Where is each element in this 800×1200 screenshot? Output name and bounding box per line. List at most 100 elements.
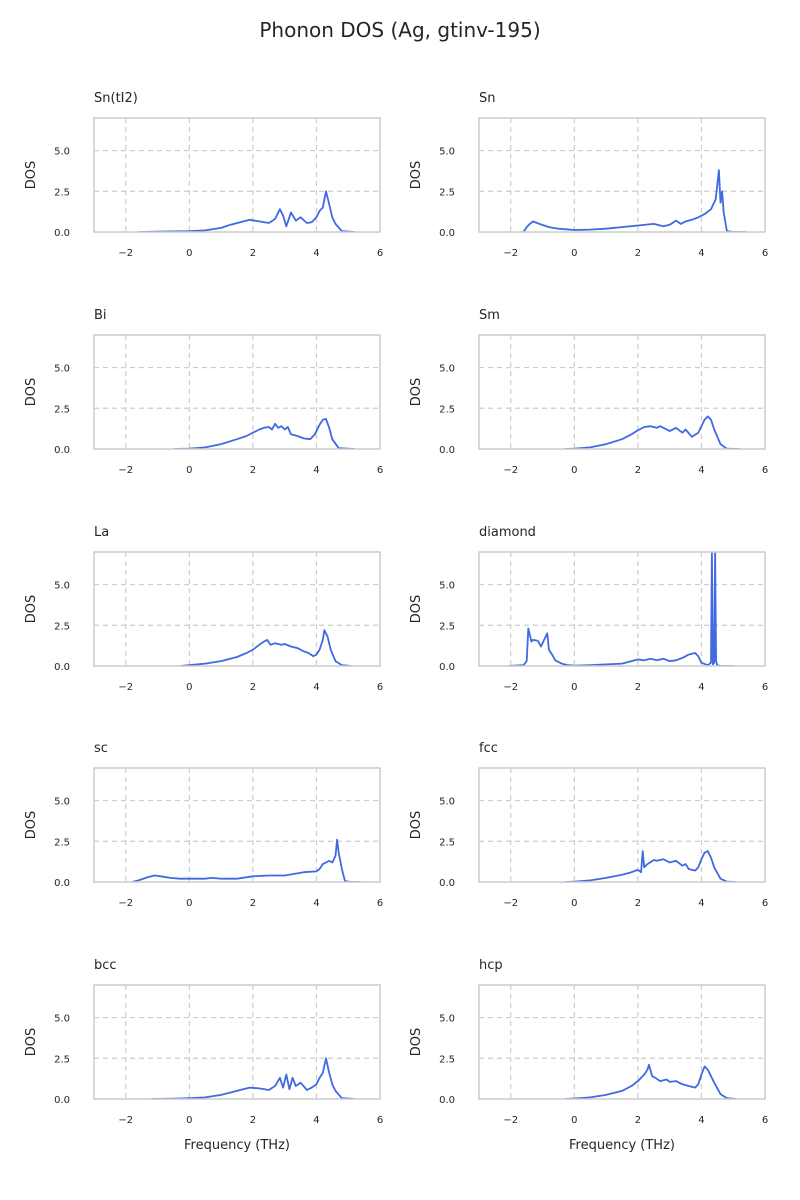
dos-series-line: [564, 850, 737, 882]
x-tick-label: −2: [503, 898, 518, 909]
panel-title: bcc: [94, 958, 117, 973]
x-tick-label: 6: [377, 682, 383, 693]
panel-frame: [93, 117, 381, 233]
x-tick-label: 0: [571, 682, 577, 693]
x-tick-label: 6: [762, 898, 768, 909]
x-tick-label: −2: [118, 465, 133, 476]
panel-1: Sn −2 0 2 4 6 0.0 2.5 5.0 DOS: [409, 91, 768, 259]
y-axis-label: DOS: [409, 1028, 424, 1057]
y-tick-label: 0.0: [54, 1095, 70, 1106]
x-tick-label: −2: [503, 682, 518, 693]
x-tick-label: 4: [698, 465, 704, 476]
y-tick-label: 5.0: [439, 797, 455, 808]
y-tick-label: 5.0: [439, 147, 455, 158]
y-tick-label: 2.5: [439, 837, 455, 848]
x-tick-label: 2: [635, 1115, 641, 1126]
y-tick-label: 2.5: [439, 187, 455, 198]
panel-title: sc: [94, 741, 108, 756]
dos-series-line: [564, 1063, 737, 1099]
panel-frame: [93, 767, 381, 883]
y-tick-label: 0.0: [439, 445, 455, 456]
x-tick-label: 4: [313, 465, 319, 476]
y-tick-label: 2.5: [439, 621, 455, 632]
figure-title: Phonon DOS (Ag, gtinv-195): [259, 18, 541, 42]
y-axis-label: DOS: [409, 161, 424, 190]
y-axis-label: DOS: [409, 811, 424, 840]
x-tick-label: 2: [250, 682, 256, 693]
y-axis-label: DOS: [24, 161, 39, 190]
panel-0: Sn(tI2) −2 0 2 4 6 0.0 2.5 5.0 DOS: [24, 91, 383, 259]
y-axis-label: DOS: [24, 811, 39, 840]
x-tick-label: 2: [250, 465, 256, 476]
y-tick-label: 2.5: [54, 404, 70, 415]
x-tick-label: −2: [118, 682, 133, 693]
y-tick-label: 0.0: [54, 878, 70, 889]
panel-title: diamond: [479, 525, 536, 540]
y-axis-label: DOS: [24, 378, 39, 407]
x-tick-label: 4: [698, 1115, 704, 1126]
y-tick-label: 0.0: [54, 662, 70, 673]
x-tick-label: 6: [762, 1115, 768, 1126]
panel-title: fcc: [479, 741, 498, 756]
panel-frame: [478, 984, 766, 1100]
x-tick-label: 0: [186, 248, 192, 259]
x-tick-label: 4: [698, 248, 704, 259]
y-tick-label: 5.0: [54, 581, 70, 592]
y-tick-label: 2.5: [54, 837, 70, 848]
panel-frame: [478, 551, 766, 667]
x-tick-label: 6: [377, 465, 383, 476]
dos-series-line: [173, 417, 355, 449]
x-tick-label: 6: [377, 898, 383, 909]
y-axis-label: DOS: [24, 595, 39, 624]
x-tick-label: 0: [186, 898, 192, 909]
panel-title: hcp: [479, 958, 503, 973]
y-tick-label: 5.0: [54, 797, 70, 808]
x-tick-label: 4: [313, 248, 319, 259]
x-axis-label: Frequency (THz): [184, 1138, 290, 1153]
x-tick-label: 0: [571, 898, 577, 909]
x-tick-label: 2: [250, 1115, 256, 1126]
x-tick-label: −2: [503, 248, 518, 259]
x-tick-label: −2: [118, 248, 133, 259]
panel-title: Sn(tI2): [94, 91, 138, 106]
y-tick-label: 5.0: [54, 147, 70, 158]
y-tick-label: 0.0: [439, 662, 455, 673]
panel-frame: [478, 334, 766, 450]
x-tick-label: 2: [635, 465, 641, 476]
x-tick-label: 4: [698, 682, 704, 693]
panel-6: sc −2 0 2 4 6 0.0 2.5 5.0 DOS: [24, 741, 383, 909]
y-tick-label: 0.0: [439, 228, 455, 239]
panel-9: hcp −2 0 2 4 6 0.0 2.5 5.0 DOS Frequency (THz): [409, 958, 768, 1153]
y-tick-label: 5.0: [54, 1014, 70, 1025]
x-tick-label: 2: [635, 248, 641, 259]
dos-series-line: [564, 415, 740, 449]
panel-3: Sm −2 0 2 4 6 0.0 2.5 5.0 DOS: [409, 308, 768, 476]
y-tick-label: 2.5: [54, 621, 70, 632]
y-tick-label: 2.5: [54, 187, 70, 198]
x-tick-label: 6: [762, 682, 768, 693]
panel-frame: [478, 117, 766, 233]
y-axis-label: DOS: [409, 595, 424, 624]
dos-series-line: [522, 169, 746, 232]
y-tick-label: 0.0: [439, 1095, 455, 1106]
y-tick-label: 5.0: [439, 581, 455, 592]
x-tick-label: 6: [377, 1115, 383, 1126]
x-tick-label: 0: [571, 1115, 577, 1126]
x-tick-label: 2: [635, 898, 641, 909]
y-tick-label: 2.5: [439, 404, 455, 415]
y-tick-label: 5.0: [439, 364, 455, 375]
panel-title: Sn: [479, 91, 496, 106]
dos-series-line: [151, 1057, 355, 1099]
x-tick-label: 2: [635, 682, 641, 693]
x-tick-label: 2: [250, 248, 256, 259]
panel-title: Bi: [94, 308, 107, 323]
x-tick-label: 2: [250, 898, 256, 909]
panel-frame: [93, 551, 381, 667]
x-tick-label: 6: [762, 465, 768, 476]
x-tick-label: 0: [571, 465, 577, 476]
x-tick-label: −2: [118, 898, 133, 909]
dos-series-line: [138, 190, 355, 232]
panel-frame: [93, 984, 381, 1100]
panel-7: fcc −2 0 2 4 6 0.0 2.5 5.0 DOS: [409, 741, 768, 909]
